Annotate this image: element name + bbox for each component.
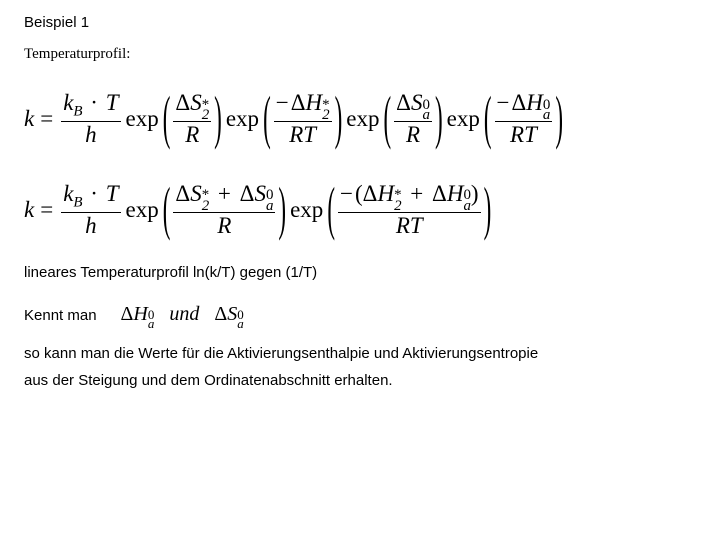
sub: a — [237, 319, 244, 328]
eq1-dot: · — [90, 90, 98, 115]
heading-beispiel: Beispiel 1 — [24, 12, 696, 35]
eq1-kb-k: k — [63, 90, 73, 115]
S: S — [190, 181, 202, 206]
eq1-prefactor: kB · T h — [61, 91, 120, 147]
und: und — [169, 303, 199, 325]
lp: ( — [262, 85, 272, 153]
lp: ( — [383, 85, 393, 153]
sub: 2 — [202, 201, 209, 211]
irp: ) — [471, 181, 479, 206]
S: S — [411, 90, 423, 115]
sub: a — [148, 319, 155, 328]
m: − — [276, 90, 289, 115]
m: − — [497, 90, 510, 115]
lp: ( — [326, 176, 336, 244]
H: H — [526, 90, 543, 115]
H: H — [306, 90, 323, 115]
d: Δ — [291, 90, 306, 115]
lp: ( — [162, 176, 172, 244]
eq1-h: h — [83, 123, 99, 147]
rp: ) — [434, 85, 444, 153]
d: Δ — [175, 181, 190, 206]
RT: RT — [508, 123, 539, 147]
kennt-man-terms: ΔH0a und ΔS0a — [121, 303, 244, 328]
eq2-group1: ( ΔS*2 + ΔS0a R ) — [162, 182, 287, 239]
sub: a — [463, 201, 470, 211]
H: H — [447, 181, 464, 206]
sub: a — [543, 110, 550, 120]
eq2-kb-sub: B — [73, 194, 82, 210]
rp: ) — [213, 85, 223, 153]
R: R — [404, 123, 422, 147]
sub: 2 — [394, 201, 401, 211]
lp: ( — [483, 85, 493, 153]
R: R — [183, 123, 201, 147]
eq1-kb-sub: B — [73, 104, 82, 120]
sub: 2 — [202, 110, 209, 120]
eq2-eq-sign: = — [40, 197, 53, 223]
equation-1: k = kB · T h exp ( ΔS*2 R — [24, 91, 696, 148]
eq2-T: T — [106, 181, 119, 206]
d: Δ — [511, 90, 526, 115]
eq1-exp1: exp — [126, 106, 159, 132]
S: S — [190, 90, 202, 115]
eq2-prefactor: kB · T h — [61, 182, 120, 238]
eq1-exp4: exp — [447, 106, 480, 132]
eq2-dot: · — [90, 181, 98, 206]
plus: + — [410, 181, 423, 206]
eq1-exp2: exp — [226, 106, 259, 132]
body-line-2: aus der Steigung und dem Ordinatenabschn… — [24, 367, 696, 394]
d: Δ — [363, 181, 378, 206]
RT: RT — [287, 123, 318, 147]
RT: RT — [394, 214, 425, 238]
eq2-exp1: exp — [126, 197, 159, 223]
H: H — [377, 181, 394, 206]
rp: ) — [554, 85, 564, 153]
kennt-man-label: Kennt man — [24, 307, 97, 324]
eq2-exp2: exp — [290, 197, 323, 223]
lp: ( — [162, 85, 172, 153]
d: Δ — [175, 90, 190, 115]
eq2-h: h — [83, 214, 99, 238]
d: Δ — [214, 303, 227, 325]
eq1-group3: ( ΔS0a R ) — [383, 91, 444, 148]
S: S — [254, 181, 266, 206]
d: Δ — [121, 303, 134, 325]
heading-temperaturprofil: Temperaturprofil: — [24, 43, 696, 66]
eq1-lhs: k — [24, 106, 34, 132]
eq1-group1: ( ΔS*2 R ) — [162, 91, 223, 148]
sub: a — [422, 110, 429, 120]
eq2-lhs: k — [24, 197, 34, 223]
eq1-group2: ( −ΔH*2 RT ) — [262, 91, 343, 148]
eq1-group4: ( −ΔH0a RT ) — [483, 91, 564, 148]
R: R — [215, 214, 233, 238]
d: Δ — [396, 90, 411, 115]
eq1-exp3: exp — [346, 106, 379, 132]
rp: ) — [277, 176, 287, 244]
eq2-group2: ( −(ΔH*2 + ΔH0a) RT ) — [326, 182, 492, 239]
equation-2: k = kB · T h exp ( ΔS*2 + ΔS0a — [24, 182, 696, 239]
S: S — [227, 303, 237, 325]
eq1-T: T — [106, 90, 119, 115]
eq2-kb-k: k — [63, 181, 73, 206]
eq1-eq-sign: = — [40, 106, 53, 132]
sub: 2 — [322, 110, 329, 120]
sub: a — [266, 201, 273, 211]
m: − — [340, 181, 353, 206]
d: Δ — [432, 181, 447, 206]
body-line-1: so kann man die Werte für die Aktivierun… — [24, 340, 696, 367]
linear-profile-line: lineares Temperaturprofil ln(k/T) gegen … — [24, 264, 696, 281]
ilp: ( — [355, 181, 363, 206]
plus: + — [218, 181, 231, 206]
rp: ) — [483, 176, 493, 244]
d: Δ — [240, 181, 255, 206]
rp: ) — [334, 85, 344, 153]
H: H — [133, 303, 147, 325]
